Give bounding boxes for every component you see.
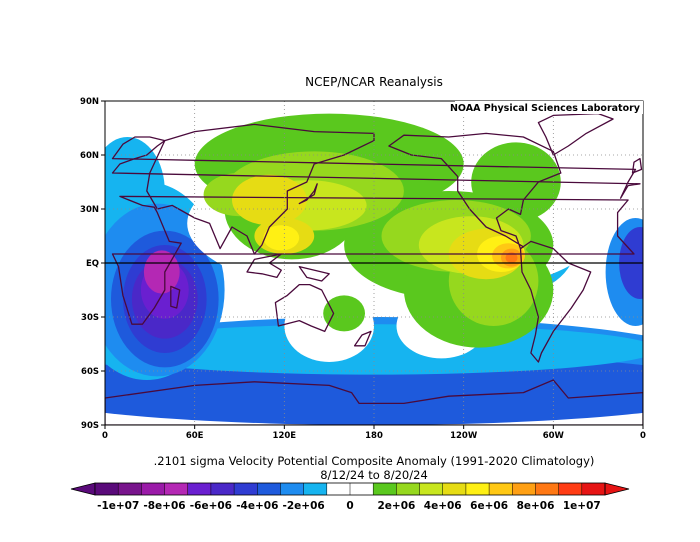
graticule [105,101,643,425]
colorbar-swatch-12 [373,483,397,495]
coastline-10 [631,157,643,174]
colorbar-swatch-1 [118,483,142,495]
anomaly-contour-33 [263,225,300,251]
colorbar [70,482,630,496]
coastline-12 [298,265,330,282]
colorbar-swatch-3 [164,483,189,495]
colorbar-swatch-4 [187,483,212,495]
credit-label: NOAA Physical Sciences Laboratory [450,103,641,114]
anomaly-contour-22 [323,295,365,332]
lat-label: 60N [80,151,99,161]
colorbar-swatch-13 [396,483,420,495]
colorbar-swatch-15 [442,483,467,495]
latitude-labels: 90N 60N 30N EQ 30S 60S 90S [80,97,105,431]
figure-title: NCEP/NCAR Reanalysis [305,75,443,89]
colorbar-labels: -1e+07 -8e+06 -6e+06 -4e+06 -2e+06 0 2e+06 4e+0… [97,500,601,512]
anomaly-contour-29 [232,174,307,226]
colorbar-swatch-18 [512,483,536,495]
colorbar-tick-label: 2e+06 [377,500,415,512]
colorbar-swatch-11 [350,483,374,495]
anomaly-contour-36 [505,252,518,263]
anomaly-field [105,113,643,425]
lon-label: 120W [450,431,478,441]
colorbar-tick-label: 1e+07 [563,500,601,512]
coastlines [105,112,643,425]
coastline-2 [146,123,375,255]
coastline-0 [111,136,641,199]
lon-label: 60W [543,431,565,441]
colorbar-tick-label: 0 [346,500,353,512]
colorbar-tick-label: -4e+06 [236,500,278,512]
colorbar-swatch-9 [303,483,328,495]
colorbar-swatch-16 [465,483,490,495]
coastline-13 [353,330,372,347]
lat-label: 30S [81,313,99,323]
colorbar-swatch-17 [489,483,513,495]
lat-label: 90N [80,97,99,107]
lon-label: 180 [365,431,383,441]
colorbar-tick-label: 4e+06 [424,500,462,512]
colorbar-swatch-19 [535,483,559,495]
lon-label: 0 [102,431,108,441]
colorbar-swatch-8 [280,483,304,495]
colorbar-swatch-14 [419,483,444,495]
colorbar-low-arrow [70,482,96,496]
coastline-5 [519,240,592,363]
map-area: NOAA Physical Sciences Laboratory [104,100,644,426]
colorbar-tick-label: 6e+06 [470,500,508,512]
colorbar-tick-label: -1e+07 [97,500,139,512]
lat-label: 60S [81,367,99,377]
colorbar-swatch-5 [210,483,235,495]
colorbar-swatch-7 [257,483,281,495]
lon-label: 60E [186,431,204,441]
colorbar-swatch-2 [141,483,165,495]
lat-label: 30N [80,205,99,215]
colorbar-high-arrow [604,482,630,496]
colorbar-tick-label: -6e+06 [190,500,232,512]
colorbar-swatch-21 [581,483,606,495]
colorbar-tick-label: -8e+06 [143,500,185,512]
coastline-11 [246,253,282,279]
coastline-8 [170,285,181,309]
lon-label: 120E [273,431,297,441]
anomaly-contour-11 [143,250,180,294]
caption-line-1: .2101 sigma Velocity Potential Composite… [154,454,595,468]
colorbar-swatch-6 [234,483,258,495]
caption-line-2: 8/12/24 to 8/20/24 [320,468,428,482]
coastline-9 [298,183,318,205]
colorbar-swatch-20 [558,483,583,495]
colorbar-tick-label: 8e+06 [517,500,555,512]
lat-label: EQ [86,259,99,269]
lon-label: 0 [640,431,646,441]
colorbar-swatch-0 [95,483,119,495]
coastline-4 [388,132,562,250]
anomaly-contour-21 [471,142,561,222]
credit-box [455,101,643,114]
colorbar-tick-label: -2e+06 [282,500,324,512]
lat-label: 90S [81,421,99,431]
coastline-7 [105,379,643,425]
coastline-3 [274,283,335,333]
colorbar-swatch-10 [326,483,351,495]
longitude-labels: 0 60E 120E 180 120W 60W 0 [102,425,646,441]
coastline-1 [111,195,635,325]
